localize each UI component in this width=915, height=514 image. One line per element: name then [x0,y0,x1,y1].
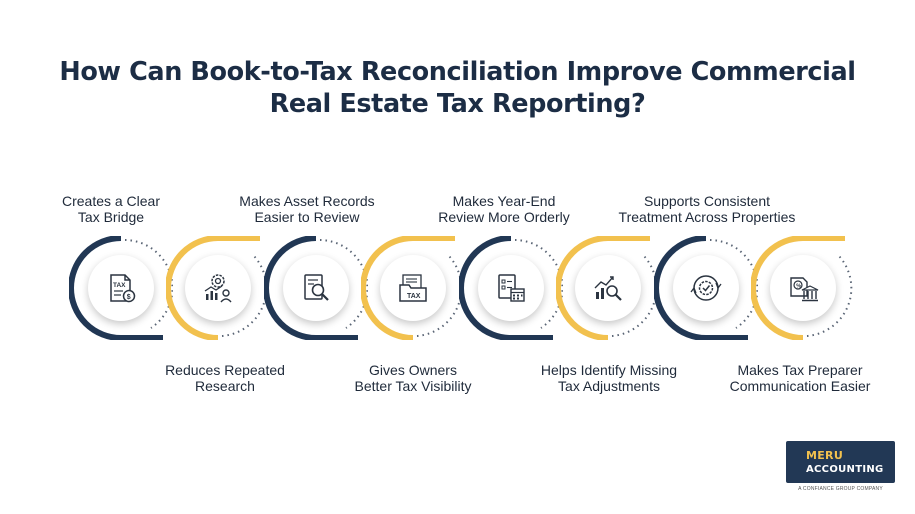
svg-text:TAX: TAX [407,293,421,300]
cycle-check-icon [690,275,722,301]
analytics-gear-icon [204,274,232,303]
tax-building-icon: % [790,277,819,302]
step-5 [459,236,563,340]
step-6 [556,236,660,340]
title-line-2: Real Estate Tax Reporting? [269,89,646,119]
page-title: How Can Book-to-Tax Reconciliation Impro… [0,56,915,120]
title-line-1: How Can Book-to-Tax Reconciliation Impro… [59,57,856,87]
step-4: TAX [361,236,465,340]
step-1-label: Creates a Clear Tax Bridge [61,193,161,225]
chart-magnifier-icon [594,276,622,301]
step-7 [654,236,758,340]
step-4-label: Gives Owners Better Tax Visibility [354,362,472,394]
tax-folder-icon: TAX [399,274,427,302]
step-3 [264,236,368,340]
step-6-label: Helps Identify Missing Tax Adjustments [540,362,678,394]
step-5-label: Makes Year-End Review More Orderly [438,193,570,225]
document-search-icon [304,274,329,301]
meru-accounting-logo: MERU ACCOUNTING [786,441,895,483]
svg-text:%: % [796,283,801,289]
step-2-label: Reduces Repeated Research [165,362,285,394]
tax-document-icon: TAX $ [110,274,136,303]
step-3-label: Makes Asset Records Easier to Review [239,193,375,225]
logo-tagline: A CONFIANCE GROUP COMPANY [798,486,883,492]
step-1: TAX $ [69,236,173,340]
step-8-label: Makes Tax Preparer Communication Easier [729,362,871,394]
checklist-calendar-icon [498,274,525,302]
svg-text:TAX: TAX [113,282,126,289]
step-7-label: Supports Consistent Treatment Across Prop… [618,193,796,225]
step-8: % [751,236,855,340]
svg-text:$: $ [127,294,131,301]
step-2 [166,236,270,340]
